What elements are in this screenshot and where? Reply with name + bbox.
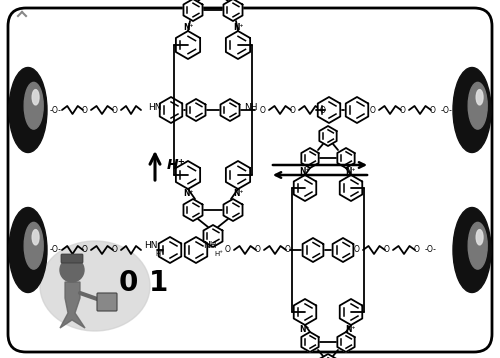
Polygon shape <box>340 299 362 325</box>
Polygon shape <box>160 97 182 123</box>
Polygon shape <box>332 238 353 262</box>
Polygon shape <box>158 237 182 263</box>
Text: O: O <box>430 106 436 115</box>
Polygon shape <box>338 148 354 168</box>
Ellipse shape <box>453 68 491 153</box>
Ellipse shape <box>40 241 150 331</box>
Text: 0: 0 <box>118 269 138 297</box>
Ellipse shape <box>32 229 39 245</box>
Text: -O-: -O- <box>441 106 453 115</box>
Text: N⁺: N⁺ <box>233 189 243 198</box>
Ellipse shape <box>476 229 483 245</box>
Text: N⁺: N⁺ <box>346 324 356 334</box>
Text: 1: 1 <box>148 269 168 297</box>
Ellipse shape <box>32 90 39 105</box>
Text: HN: HN <box>148 102 162 111</box>
Polygon shape <box>60 282 85 328</box>
Polygon shape <box>346 97 368 123</box>
Text: N⁺: N⁺ <box>183 189 194 198</box>
Polygon shape <box>176 161 200 189</box>
Text: N⁺: N⁺ <box>300 166 310 175</box>
Polygon shape <box>318 97 340 123</box>
Ellipse shape <box>24 222 43 269</box>
Ellipse shape <box>9 208 47 292</box>
Polygon shape <box>204 225 223 247</box>
Text: N⁺: N⁺ <box>233 23 243 32</box>
Ellipse shape <box>476 90 483 105</box>
FancyBboxPatch shape <box>8 8 492 352</box>
Text: NH: NH <box>244 102 258 111</box>
Text: O: O <box>255 246 261 255</box>
Text: -O-: -O- <box>50 246 62 255</box>
Text: O: O <box>290 106 296 115</box>
Text: HN: HN <box>144 242 158 251</box>
Ellipse shape <box>453 208 491 292</box>
Polygon shape <box>320 126 336 146</box>
Text: O: O <box>285 246 291 255</box>
Ellipse shape <box>9 68 47 153</box>
Text: N⁺: N⁺ <box>346 166 356 175</box>
Ellipse shape <box>24 82 43 129</box>
Polygon shape <box>184 199 203 221</box>
Polygon shape <box>320 354 336 358</box>
Polygon shape <box>294 299 316 325</box>
Polygon shape <box>176 31 200 59</box>
Polygon shape <box>224 199 242 221</box>
Text: O: O <box>112 246 118 255</box>
FancyBboxPatch shape <box>61 254 83 263</box>
Circle shape <box>60 258 84 282</box>
Polygon shape <box>302 238 324 262</box>
Ellipse shape <box>468 82 487 129</box>
Text: O: O <box>82 106 88 115</box>
Polygon shape <box>184 237 208 263</box>
Text: O: O <box>225 246 231 255</box>
Text: H⁺: H⁺ <box>214 251 223 257</box>
FancyBboxPatch shape <box>97 293 117 311</box>
Text: O: O <box>320 106 326 115</box>
Text: O: O <box>354 246 360 255</box>
Polygon shape <box>294 175 316 201</box>
Text: -O-: -O- <box>50 106 62 115</box>
Text: O: O <box>112 106 118 115</box>
Text: -O-: -O- <box>425 246 437 255</box>
Text: NH: NH <box>203 242 216 251</box>
Polygon shape <box>302 332 318 352</box>
Text: O: O <box>370 106 376 115</box>
Polygon shape <box>338 332 354 352</box>
Polygon shape <box>186 99 206 121</box>
Polygon shape <box>340 175 362 201</box>
Text: O: O <box>400 106 406 115</box>
Text: O: O <box>260 106 266 115</box>
Text: N⁺: N⁺ <box>300 324 310 334</box>
Text: H⁺: H⁺ <box>155 251 164 257</box>
Polygon shape <box>220 99 240 121</box>
Ellipse shape <box>468 222 487 269</box>
Text: N⁺: N⁺ <box>183 23 194 32</box>
Text: H⁺: H⁺ <box>167 158 186 172</box>
Polygon shape <box>302 148 318 168</box>
Polygon shape <box>184 0 203 21</box>
Polygon shape <box>224 0 242 21</box>
Text: O: O <box>414 246 420 255</box>
Text: O: O <box>384 246 390 255</box>
Polygon shape <box>226 161 250 189</box>
Polygon shape <box>226 31 250 59</box>
Text: O: O <box>82 246 88 255</box>
